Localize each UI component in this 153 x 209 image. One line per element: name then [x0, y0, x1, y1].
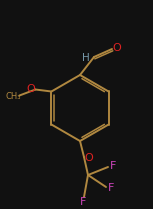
Text: F: F: [80, 197, 86, 207]
Text: H: H: [82, 53, 90, 63]
Text: CH₃: CH₃: [6, 92, 21, 101]
Text: F: F: [108, 183, 114, 193]
Text: O: O: [26, 84, 35, 94]
Text: O: O: [85, 153, 93, 163]
Text: O: O: [113, 43, 121, 53]
Text: F: F: [110, 161, 116, 171]
